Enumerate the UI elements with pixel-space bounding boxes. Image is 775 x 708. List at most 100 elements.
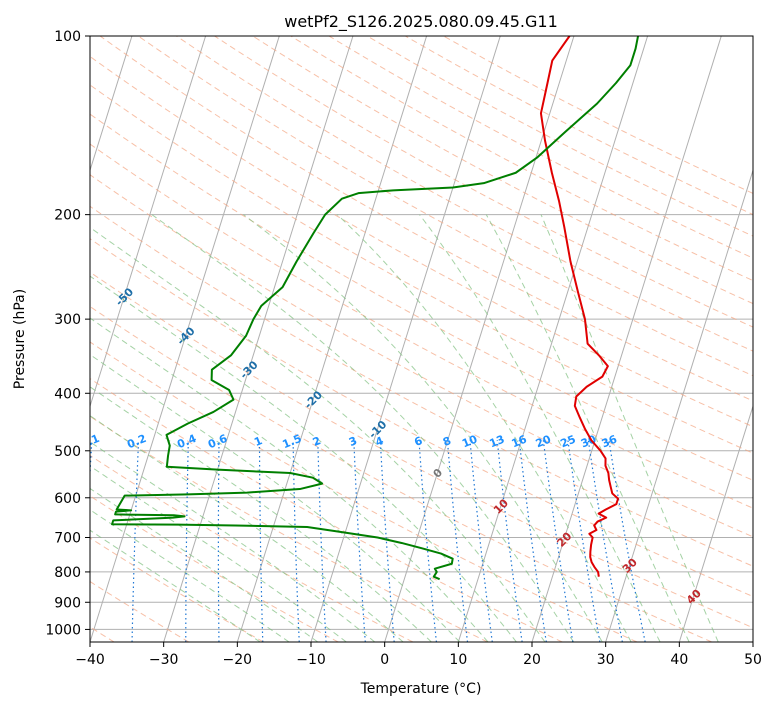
x-tick-label: −30 (149, 652, 179, 668)
y-tick-label: 400 (54, 386, 81, 402)
isotherm-line (163, 36, 354, 642)
mixing-ratio-line (317, 440, 327, 642)
x-tick-label: −20 (223, 652, 253, 668)
y-tick-label: 900 (54, 595, 81, 611)
moist-adiabat-line (540, 214, 719, 642)
dry-adiabat-line (90, 454, 414, 642)
moist-adiabats (90, 214, 719, 642)
mixing-ratio-line (587, 440, 623, 642)
mixing-ratio-line (446, 440, 469, 642)
isotherm-line (531, 36, 722, 642)
y-tick-label: 1000 (45, 622, 81, 638)
mixing-ratio-line (353, 440, 366, 642)
y-axis-ticks: 100 200 300 400 500 600 700 800 900 1000 (45, 29, 90, 638)
mixing-ratio-line (292, 440, 300, 642)
mixing-ratio-lines (90, 440, 646, 642)
mixing-ratio-label: 10 (460, 433, 479, 451)
mixing-ratio-label: 1 (252, 434, 264, 449)
moist-adiabat-line (90, 487, 319, 642)
isotherm-line (90, 36, 207, 408)
mixing-ratio-line (418, 440, 438, 642)
dry-adiabat-line (99, 36, 753, 402)
dry-adiabat-line (90, 580, 190, 642)
mixing-ratio-line (379, 440, 395, 642)
moist-adiabat-line (90, 353, 461, 642)
mixing-ratio-label: 8 (441, 434, 453, 449)
isotherm-line (457, 36, 649, 642)
moist-adiabat-line (336, 214, 632, 642)
mixing-ratio-label: 16 (510, 433, 529, 451)
moist-adiabat-line (90, 465, 347, 642)
moist-adiabat-line (90, 386, 432, 642)
x-tick-label: 50 (744, 652, 762, 668)
plot-frame (89, 35, 754, 643)
x-tick-label: 40 (670, 652, 688, 668)
x-axis-ticks: −40 −30 −20 −10 0 10 20 30 40 50 (75, 642, 762, 668)
mixing-ratio-line (217, 440, 220, 642)
isopleth-labels: 0.10.20.40.611.52346810131620253036-100-… (78, 285, 704, 607)
y-tick-label: 300 (54, 312, 81, 328)
y-tick-label: 700 (54, 531, 81, 547)
x-tick-label: −10 (296, 652, 326, 668)
mixing-ratio-line (131, 440, 140, 642)
x-tick-label: 20 (523, 652, 541, 668)
dry-adiabat-line (90, 174, 753, 538)
dry-adiabat-line (90, 143, 753, 509)
y-tick-label: 500 (54, 444, 81, 460)
chart-title: wetPf2_S126.2025.080.09.45.G11 (284, 12, 558, 32)
dry-adiabat-line (90, 113, 753, 481)
mixing-ratio-line (185, 440, 189, 642)
isotherm-line (90, 36, 280, 642)
mixing-ratio-label: 0.1 (78, 432, 101, 451)
sounding-profiles (111, 36, 640, 581)
mixing-ratio-line (258, 440, 264, 642)
moist-adiabat-line (90, 275, 517, 642)
dry-adiabat-line (214, 36, 753, 328)
moist-adiabat-line (485, 214, 690, 642)
isotherm-line (605, 168, 753, 642)
moist-adiabat-line (243, 214, 603, 642)
temperature-profile-line (539, 36, 620, 577)
mixing-ratio-line (608, 440, 646, 642)
mixing-ratio-line (496, 440, 523, 642)
moist-adiabat-line (90, 226, 546, 642)
y-tick-label: 600 (54, 491, 81, 507)
dry-adiabat-line (90, 271, 753, 629)
dry-adiabat-line (90, 305, 712, 642)
mixing-ratio-label: 2 (311, 434, 323, 449)
mixing-ratio-label: 20 (534, 433, 553, 451)
x-tick-label: 10 (449, 652, 467, 668)
dry-adiabat-line (252, 36, 753, 305)
mixing-ratio-label: 30 (579, 433, 598, 451)
mixing-ratio-line (518, 440, 547, 642)
moist-adiabat-line (90, 441, 376, 642)
y-tick-label: 800 (54, 565, 81, 581)
mixing-ratio-line (469, 440, 493, 642)
isotherm-line (90, 36, 133, 172)
moist-adiabat-line (90, 317, 489, 642)
isotherm-line (236, 36, 428, 642)
dry-adiabat-line (90, 415, 488, 642)
dry-adiabats (90, 36, 753, 642)
isotherm-line (678, 404, 753, 642)
mixing-ratio-label: 13 (487, 433, 506, 451)
isotherm-line (384, 36, 575, 642)
x-axis-title: Temperature (°C) (360, 681, 482, 697)
y-tick-label: 200 (54, 208, 81, 224)
moist-adiabat-line (419, 214, 661, 642)
dry-adiabat-line (90, 55, 753, 428)
x-tick-label: 0 (380, 652, 389, 668)
dry-adiabat-line (90, 377, 563, 642)
y-axis-title: Pressure (hPa) (12, 289, 28, 389)
mixing-ratio-label: 3 (347, 434, 359, 449)
mixing-ratio-label: 25 (559, 433, 578, 451)
x-tick-label: −40 (75, 652, 105, 668)
x-tick-label: 30 (597, 652, 615, 668)
moist-adiabat-line (151, 214, 575, 642)
dry-adiabat-line (90, 537, 264, 642)
y-tick-label: 100 (54, 29, 81, 45)
mixing-ratio-label: 36 (600, 433, 619, 451)
moist-adiabat-line (90, 415, 404, 642)
dewpoint-profile-line (111, 36, 640, 581)
